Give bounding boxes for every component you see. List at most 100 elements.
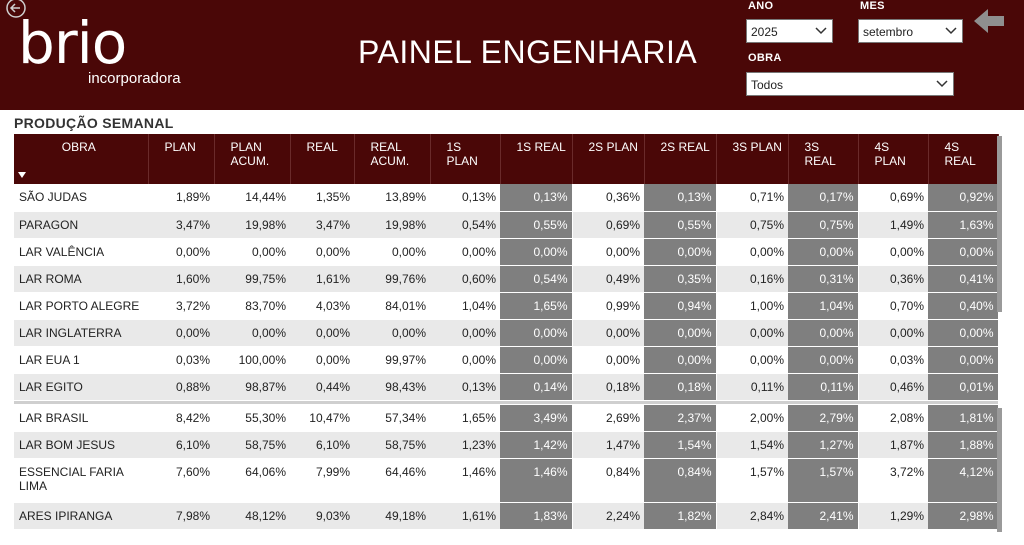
value-cell: 0,11% [788, 373, 859, 401]
value-cell: 2,08% [858, 404, 928, 432]
value-cell: 0,17% [788, 184, 859, 212]
column-header[interactable]: 2S PLAN [572, 134, 645, 184]
value-cell: 0,00% [430, 346, 500, 374]
value-cell: 0,84% [572, 458, 644, 503]
value-cell: 0,00% [148, 238, 214, 266]
filter-mes-dropdown[interactable]: setembro [858, 19, 963, 43]
value-cell: 2,24% [572, 502, 644, 530]
value-cell: 1,47% [572, 431, 644, 459]
obra-name-cell: LAR BRASIL [14, 404, 148, 432]
value-cell: 0,46% [858, 373, 928, 401]
value-cell: 2,98% [928, 502, 999, 530]
value-cell: 13,89% [354, 184, 430, 212]
column-header[interactable]: 1S PLAN [430, 134, 501, 184]
table-row[interactable]: ESSENCIAL FARIA LIMA 7,60% 64,06% 7,99% 64,4… [14, 458, 999, 503]
column-header[interactable]: 2S REAL [644, 134, 717, 184]
value-cell: 100,00% [214, 346, 290, 374]
value-cell: 4,12% [928, 458, 999, 503]
column-header[interactable]: 1S REAL [500, 134, 573, 184]
scrollbar-lower[interactable] [997, 408, 1002, 532]
value-cell: 1,04% [788, 292, 859, 320]
back-arrow-circle-icon[interactable] [4, 0, 28, 20]
value-cell: 98,87% [214, 373, 290, 401]
value-cell: 0,01% [928, 373, 999, 401]
column-header[interactable]: REAL ACUM. [354, 134, 431, 184]
value-cell: 3,47% [148, 211, 214, 239]
column-header[interactable]: 4S PLAN [858, 134, 929, 184]
value-cell: 1,60% [148, 265, 214, 293]
value-cell: 1,61% [290, 265, 354, 293]
value-cell: 1,00% [716, 292, 788, 320]
obra-name-cell: LAR BOM JESUS [14, 431, 148, 459]
value-cell: 1,27% [788, 431, 859, 459]
table-row[interactable]: LAR PORTO ALEGRE 3,72% 83,70% 4,03% 84,01% 1,… [14, 292, 999, 320]
value-cell: 0,18% [572, 373, 644, 401]
value-cell: 1,29% [858, 502, 928, 530]
arrow-left-icon[interactable] [972, 6, 1006, 36]
value-cell: 2,37% [644, 404, 717, 432]
value-cell: 2,84% [716, 502, 788, 530]
filter-ano-dropdown[interactable]: 2025 [746, 19, 833, 43]
value-cell: 19,98% [214, 211, 290, 239]
table-row[interactable]: ARES IPIRANGA 7,98% 48,12% 9,03% 49,18% 1,61%… [14, 502, 999, 530]
table-header-row: OBRA PLAN PLAN ACUM. REAL REAL ACUM. 1S PLAN 1… [14, 134, 999, 184]
value-cell: 1,46% [500, 458, 573, 503]
table-row[interactable]: PARAGON 3,47% 19,98% 3,47% 19,98% 0,54% 0,55% 0… [14, 211, 999, 239]
value-cell: 0,99% [572, 292, 644, 320]
value-cell: 0,00% [214, 238, 290, 266]
value-cell: 10,47% [290, 404, 354, 432]
column-header[interactable]: 4S REAL [928, 134, 999, 184]
sort-descending-icon[interactable] [18, 172, 26, 178]
value-cell: 0,00% [928, 346, 999, 374]
value-cell: 0,00% [354, 319, 430, 347]
value-cell: 0,00% [716, 238, 788, 266]
value-cell: 0,00% [430, 319, 500, 347]
value-cell: 99,75% [214, 265, 290, 293]
value-cell: 3,72% [858, 458, 928, 503]
value-cell: 49,18% [354, 502, 430, 530]
value-cell: 1,54% [716, 431, 788, 459]
value-cell: 0,54% [500, 265, 573, 293]
column-header[interactable]: PLAN [148, 134, 215, 184]
filter-obra-dropdown[interactable]: Todos [746, 72, 954, 96]
value-cell: 9,03% [290, 502, 354, 530]
table-row[interactable]: LAR BOM JESUS 6,10% 58,75% 6,10% 58,75% 1,23%… [14, 431, 999, 459]
value-cell: 0,13% [644, 184, 717, 212]
column-header[interactable]: OBRA [14, 134, 149, 184]
value-cell: 0,00% [928, 238, 999, 266]
value-cell: 1,82% [644, 502, 717, 530]
scrollbar-upper[interactable] [997, 136, 1002, 312]
column-header[interactable]: 3S PLAN [716, 134, 789, 184]
value-cell: 0,00% [500, 319, 573, 347]
value-cell: 0,60% [430, 265, 500, 293]
table-row[interactable]: SÃO JUDAS 1,89% 14,44% 1,35% 13,89% 0,13% 0,13… [14, 184, 999, 212]
table-row[interactable]: LAR BRASIL 8,42% 55,30% 10,47% 57,34% 1,65% 3,… [14, 404, 999, 432]
value-cell: 2,41% [788, 502, 859, 530]
table-row[interactable]: LAR EGITO 0,88% 98,87% 0,44% 98,43% 0,13% 0,14… [14, 373, 999, 401]
table-row[interactable]: LAR ROMA 1,60% 99,75% 1,61% 99,76% 0,60% 0,54%… [14, 265, 999, 293]
filter-obra-value: Todos [751, 78, 784, 92]
value-cell: 0,00% [354, 238, 430, 266]
column-header[interactable]: REAL [290, 134, 355, 184]
value-cell: 0,69% [572, 211, 644, 239]
value-cell: 1,46% [430, 458, 500, 503]
value-cell: 0,00% [214, 319, 290, 347]
value-cell: 0,00% [290, 238, 354, 266]
table-row[interactable]: LAR VALÊNCIA 0,00% 0,00% 0,00% 0,00% 0,00% 0,0… [14, 238, 999, 266]
value-cell: 0,03% [148, 346, 214, 374]
column-header[interactable]: 3S REAL [788, 134, 859, 184]
column-header[interactable]: PLAN ACUM. [214, 134, 291, 184]
table-row[interactable]: LAR INGLATERRA 0,00% 0,00% 0,00% 0,00% 0,00% 0… [14, 319, 999, 347]
obra-name-cell: LAR EUA 1 [14, 346, 148, 374]
filter-mes-label: MES [860, 0, 885, 12]
table-row[interactable]: LAR EUA 1 0,03% 100,00% 0,00% 99,97% 0,00% 0,0… [14, 346, 999, 374]
chevron-down-icon [945, 27, 957, 35]
value-cell: 0,00% [788, 238, 859, 266]
chevron-down-icon [815, 27, 827, 35]
value-cell: 0,00% [290, 346, 354, 374]
value-cell: 1,57% [788, 458, 859, 503]
table-body: SÃO JUDAS 1,89% 14,44% 1,35% 13,89% 0,13% 0,13… [14, 184, 999, 530]
value-cell: 1,42% [500, 431, 573, 459]
value-cell: 2,69% [572, 404, 644, 432]
value-cell: 0,49% [572, 265, 644, 293]
